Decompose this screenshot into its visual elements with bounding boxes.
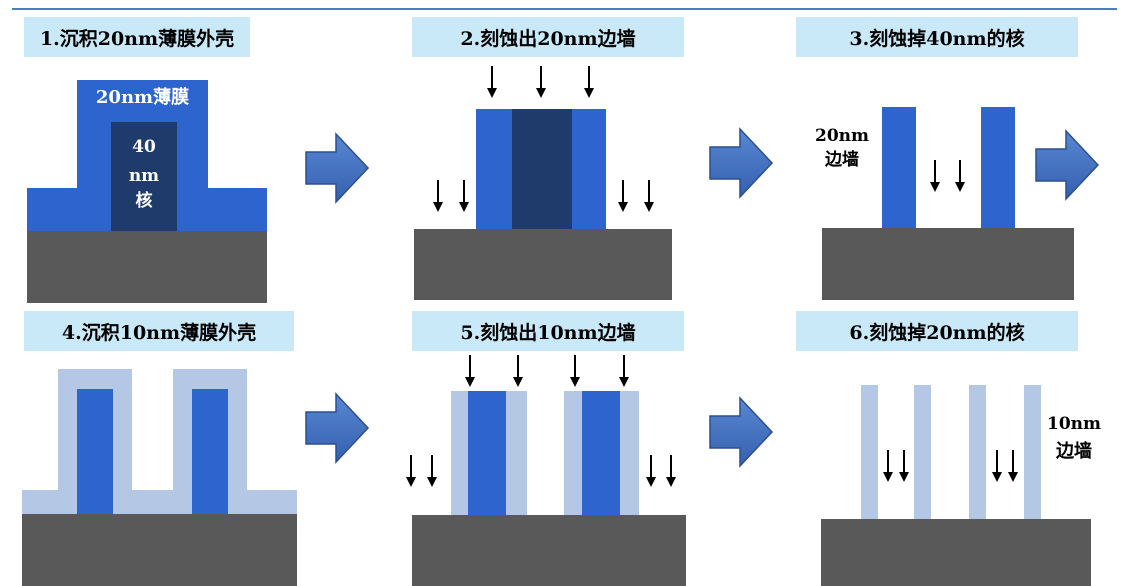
step-5-core-left xyxy=(468,391,506,515)
step-5-substrate xyxy=(412,515,686,586)
step-6-substrate xyxy=(821,519,1091,586)
down-arrow-icon xyxy=(426,454,438,488)
down-arrow-icon xyxy=(583,65,595,99)
step-2-substrate xyxy=(414,229,672,300)
down-arrow-icon xyxy=(535,65,547,99)
step-3-substrate xyxy=(822,228,1074,300)
step-3-title: 3.刻蚀掉40nm的核 xyxy=(796,17,1078,57)
process-arrow-icon-1 xyxy=(305,133,369,203)
step-2-title: 2.刻蚀出20nm边墙 xyxy=(412,17,684,57)
step-6-spacer-2 xyxy=(914,385,931,519)
down-arrow-icon xyxy=(929,159,941,193)
down-arrow-icon xyxy=(617,179,629,213)
step-4-core-left xyxy=(77,389,113,514)
down-arrow-icon xyxy=(618,354,630,388)
step-1-title: 1.沉积20nm薄膜外壳 xyxy=(24,17,250,57)
step-2-core xyxy=(512,109,572,229)
down-arrow-icon xyxy=(569,354,581,388)
step-4-title: 4.沉积10nm薄膜外壳 xyxy=(24,311,294,351)
down-arrow-icon xyxy=(665,454,677,488)
down-arrow-icon xyxy=(458,179,470,213)
down-arrow-icon xyxy=(991,449,1003,483)
step-3-spacer-label-1: 20nm xyxy=(814,126,869,146)
step-6-spacer-4 xyxy=(1024,385,1041,519)
step-3-spacer-right xyxy=(981,107,1015,228)
step-1-core-label-1: 40 xyxy=(132,137,156,157)
process-arrow-icon-3 xyxy=(1035,130,1099,200)
step-4-core-right xyxy=(192,389,228,514)
step-6-spacer-label-1: 10nm xyxy=(1046,414,1101,434)
step-6-title: 6.刻蚀掉20nm的核 xyxy=(796,311,1078,351)
step-6-spacer-1 xyxy=(861,385,878,519)
down-arrow-icon xyxy=(898,449,910,483)
down-arrow-icon xyxy=(882,449,894,483)
step-1-substrate xyxy=(27,231,267,303)
step-4-film-base xyxy=(22,490,297,514)
top-rule xyxy=(12,8,1117,10)
down-arrow-icon xyxy=(645,454,657,488)
down-arrow-icon xyxy=(405,454,417,488)
down-arrow-icon xyxy=(512,354,524,388)
down-arrow-icon xyxy=(1007,449,1019,483)
step-6-spacer-label-2: 边墙 xyxy=(1056,441,1092,462)
step-1-core-label-3: 核 xyxy=(135,191,153,211)
down-arrow-icon xyxy=(464,354,476,388)
process-arrow-icon-4 xyxy=(305,393,369,463)
step-6-spacer-3 xyxy=(969,385,986,519)
step-3-spacer-label-2: 边墙 xyxy=(825,150,859,170)
down-arrow-icon xyxy=(486,65,498,99)
step-1-film-label: 20nm薄膜 xyxy=(95,87,190,108)
step-5-core-right xyxy=(582,391,620,515)
process-arrow-icon-2 xyxy=(709,128,773,198)
down-arrow-icon xyxy=(954,159,966,193)
down-arrow-icon xyxy=(643,179,655,213)
step-5-title: 5.刻蚀出10nm边墙 xyxy=(412,311,684,351)
down-arrow-icon xyxy=(432,179,444,213)
step-1-core-label-2: nm xyxy=(128,166,160,186)
process-arrow-icon-5 xyxy=(709,397,773,467)
step-3-spacer-left xyxy=(882,107,916,228)
step-4-substrate xyxy=(22,514,297,586)
step-1-core xyxy=(111,122,177,231)
